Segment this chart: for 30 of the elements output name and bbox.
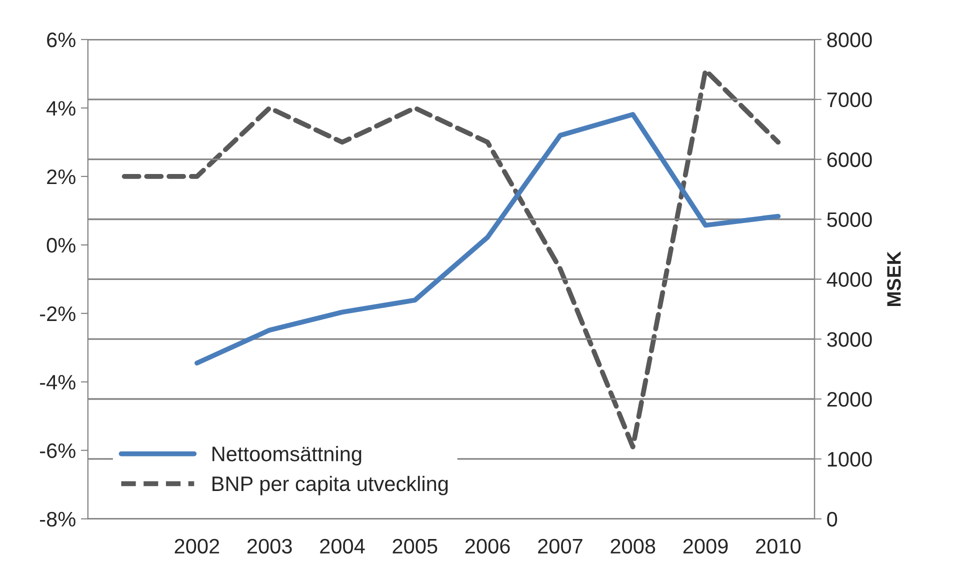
y2-tick-label: 3000	[827, 332, 872, 347]
y-tick-label: -8%	[40, 512, 76, 527]
legend-label: Nettoomsättning	[212, 446, 362, 466]
y2-axis-title: MSEK	[887, 251, 901, 306]
y-tick-label: 6%	[47, 32, 76, 48]
x-tick-label: 2004	[320, 538, 365, 554]
y2-tick-label: 1000	[828, 452, 872, 467]
legend-label: BNP per capita utveckling	[212, 476, 448, 496]
x-tick-label: 2006	[465, 538, 510, 554]
y2-tick-label: 0	[827, 512, 838, 527]
y2-tick-label: 5000	[827, 212, 872, 228]
x-tick-label: 2005	[392, 538, 438, 554]
y-tick-label: -2%	[40, 306, 76, 322]
x-tick-label: 2010	[756, 538, 801, 554]
x-tick-label: 2009	[683, 538, 728, 554]
x-tick-label: 2007	[538, 538, 582, 554]
y-tick-label: -4%	[40, 374, 76, 390]
y-tick-label: 4%	[46, 101, 76, 116]
x-tick-label: 2008	[610, 538, 656, 554]
y2-tick-label: 4000	[826, 272, 872, 287]
y2-tick-label: 2000	[827, 392, 872, 407]
line-series	[194, 112, 781, 366]
y2-tick-label: 6000	[827, 152, 872, 168]
y-tick-label: 2%	[47, 169, 76, 184]
y-tick-label: -6%	[40, 443, 76, 458]
y2-tick-label: 8000	[827, 32, 872, 48]
y-tick-label: 0%	[46, 238, 76, 253]
y2-tick-label: 7000	[827, 92, 872, 108]
x-tick-label: 2002	[174, 538, 220, 554]
x-tick-label: 2003	[247, 538, 292, 554]
